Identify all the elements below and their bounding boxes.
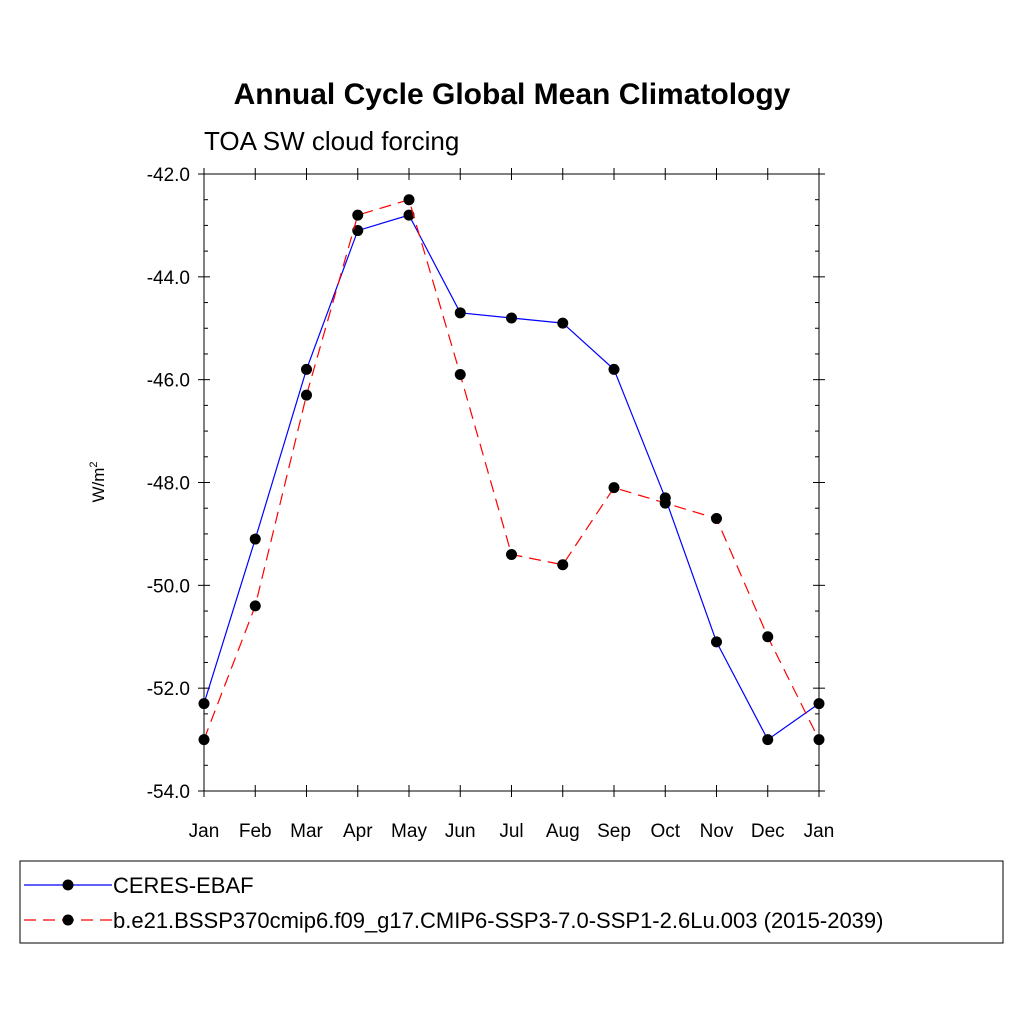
series-0-point (506, 312, 517, 324)
series-1-point (711, 512, 722, 524)
series-1-point (249, 600, 261, 612)
x-tick-label: Jul (499, 821, 523, 842)
series-0-point (762, 734, 774, 746)
series-0-point (454, 307, 466, 319)
legend-label-0: CERES-EBAF (113, 873, 254, 898)
plot-frame (203, 173, 820, 792)
x-tick-label: Dec (751, 821, 785, 842)
series-0-point (198, 698, 210, 710)
series-1-point (608, 482, 620, 494)
x-tick-label: May (391, 821, 427, 842)
y-tick-label: -52.0 (147, 679, 190, 700)
series-1-point (454, 369, 466, 381)
chart-subtitle: TOA SW cloud forcing (204, 126, 459, 156)
series-line-0 (203, 214, 820, 741)
x-tick-label: Aug (546, 821, 580, 842)
series-0-point (249, 533, 261, 545)
y-tick-label: -50.0 (147, 576, 190, 597)
x-tick-label: Nov (700, 821, 734, 842)
x-tick-label: Oct (650, 821, 680, 842)
series-1-point (301, 389, 312, 401)
series-layer (198, 194, 825, 746)
series-1-point (557, 559, 569, 571)
x-tick-label: Jun (445, 821, 476, 842)
series-1-point (762, 631, 774, 643)
legend-box (19, 860, 1004, 944)
series-0-point (301, 363, 312, 375)
legend-marker-0 (62, 879, 74, 891)
axis-ticks (198, 168, 825, 797)
series-1-point (352, 209, 364, 221)
series-1-point (813, 734, 825, 746)
x-tick-labels: Jan Feb Mar Apr May Jun Jul Aug Sep Oct Nov Dec Jan (189, 821, 835, 842)
x-tick-label: Apr (343, 821, 373, 842)
y-tick-label: -44.0 (147, 268, 190, 289)
y-tick-label: -42.0 (147, 165, 190, 186)
x-tick-label: Mar (290, 821, 323, 842)
chart-title: Annual Cycle Global Mean Climatology (234, 78, 791, 111)
x-tick-label: Feb (239, 821, 272, 842)
y-tick-label: -54.0 (147, 782, 190, 803)
y-axis-label-base: W/m (89, 468, 108, 503)
series-1-point (506, 548, 517, 560)
y-tick-labels: -54.0 -52.0 -50.0 -48.0 -46.0 -44.0 -42.0 (147, 165, 190, 803)
x-tick-label: Sep (597, 821, 631, 842)
legend-label-1: b.e21.BSSP370cmip6.f09_g17.CMIP6-SSP3-7.… (113, 908, 883, 933)
series-1-point (198, 734, 210, 746)
series-0-point (557, 317, 569, 329)
series-0-point (352, 225, 364, 237)
y-tick-label: -48.0 (147, 474, 190, 495)
series-0-point (813, 698, 825, 710)
x-tick-label: Jan (189, 821, 220, 842)
legend-marker-1 (62, 914, 74, 926)
y-axis-label-exponent: 2 (88, 461, 100, 467)
series-0-point (608, 363, 620, 375)
series-0-point (711, 636, 722, 648)
legend: CERES-EBAF b.e21.BSSP370cmip6.f09_g17.CMI… (24, 873, 883, 933)
x-tick-label: Jan (804, 821, 835, 842)
series-line-1 (203, 198, 820, 740)
series-1-point (403, 194, 415, 206)
y-axis-label: W/m2 (88, 461, 108, 502)
series-1-point (659, 497, 671, 509)
series-0-point (403, 209, 415, 221)
y-tick-label: -46.0 (147, 371, 190, 392)
